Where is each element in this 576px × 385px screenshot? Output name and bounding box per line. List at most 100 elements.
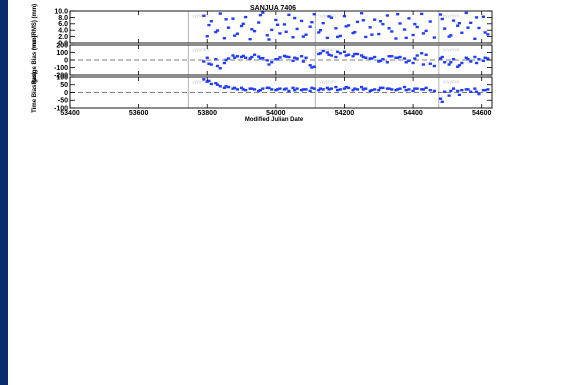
data-point bbox=[373, 18, 377, 21]
data-point bbox=[270, 61, 274, 64]
data-point bbox=[317, 31, 321, 34]
data-point bbox=[486, 88, 490, 91]
data-point bbox=[334, 55, 338, 59]
data-point bbox=[394, 56, 398, 59]
data-point bbox=[368, 26, 372, 29]
data-point bbox=[265, 59, 269, 62]
data-point bbox=[209, 20, 213, 23]
data-point bbox=[404, 88, 408, 92]
y-tick-label: -100 bbox=[54, 105, 68, 112]
station-change-label: yyyymm bbox=[319, 79, 336, 84]
data-point bbox=[261, 11, 265, 14]
data-point bbox=[248, 57, 252, 60]
data-point bbox=[407, 59, 411, 62]
data-point bbox=[413, 57, 417, 60]
data-point bbox=[447, 35, 451, 38]
data-point bbox=[299, 88, 304, 92]
x-tick-label: 54200 bbox=[335, 110, 355, 117]
data-point bbox=[287, 55, 291, 59]
data-point bbox=[378, 20, 383, 23]
data-point bbox=[312, 87, 316, 90]
data-point bbox=[378, 86, 383, 90]
data-point bbox=[421, 88, 425, 91]
data-point bbox=[317, 52, 321, 56]
data-point bbox=[424, 53, 428, 56]
data-point bbox=[293, 56, 297, 59]
data-point bbox=[205, 35, 209, 38]
data-point bbox=[420, 52, 424, 55]
data-point bbox=[293, 16, 297, 20]
data-point bbox=[440, 17, 444, 21]
data-point bbox=[456, 89, 460, 93]
data-point bbox=[308, 89, 312, 93]
data-point bbox=[222, 61, 226, 65]
data-point bbox=[447, 94, 451, 97]
data-point bbox=[267, 38, 271, 41]
data-point bbox=[226, 57, 231, 60]
data-point bbox=[355, 20, 360, 24]
data-point bbox=[368, 89, 372, 93]
data-point bbox=[481, 59, 486, 62]
data-point bbox=[318, 87, 323, 90]
data-point bbox=[421, 32, 425, 35]
y-tick-label: 8.0 bbox=[58, 15, 68, 22]
data-point bbox=[282, 54, 287, 58]
data-point bbox=[415, 54, 419, 57]
data-point bbox=[373, 88, 377, 91]
panels-group: yyyymm yyyymm yyyymm 0.02.04.06.08.010.0 rms… bbox=[32, 4, 493, 117]
data-point bbox=[398, 55, 402, 59]
y-tick-label: 0.0 bbox=[58, 40, 68, 47]
data-point bbox=[370, 57, 374, 60]
x-tick-label: 53400 bbox=[60, 110, 80, 117]
data-point bbox=[244, 56, 248, 59]
data-point bbox=[381, 86, 385, 90]
data-point bbox=[402, 57, 407, 60]
data-point bbox=[481, 88, 486, 92]
data-point bbox=[321, 49, 325, 53]
data-point bbox=[477, 92, 481, 96]
data-point bbox=[460, 88, 464, 92]
data-point bbox=[248, 37, 252, 41]
data-point bbox=[338, 34, 342, 38]
data-point bbox=[257, 21, 261, 24]
data-point bbox=[381, 22, 385, 26]
data-point bbox=[469, 60, 473, 63]
data-point bbox=[282, 88, 287, 91]
data-point bbox=[278, 32, 282, 35]
data-point bbox=[360, 54, 364, 57]
data-point bbox=[257, 55, 261, 58]
rms-panel: yyyymm yyyymm yyyymm 0.02.04.06.08.010.0 rms… bbox=[32, 4, 493, 50]
data-point bbox=[469, 90, 473, 93]
data-point bbox=[233, 86, 237, 90]
data-point bbox=[373, 55, 377, 59]
data-point bbox=[443, 27, 447, 30]
data-point bbox=[205, 80, 209, 83]
data-point bbox=[239, 86, 244, 90]
y-axis-label: Time Bias (µs) bbox=[32, 72, 38, 113]
data-point bbox=[282, 23, 287, 26]
data-point bbox=[222, 37, 226, 40]
data-point bbox=[477, 58, 481, 61]
data-point bbox=[438, 97, 443, 100]
data-point bbox=[327, 15, 331, 18]
data-point bbox=[224, 18, 228, 21]
data-point bbox=[299, 55, 304, 58]
data-point bbox=[420, 12, 424, 16]
x-tick-label: 54000 bbox=[266, 110, 286, 117]
data-point bbox=[265, 86, 269, 90]
data-point bbox=[351, 55, 355, 58]
data-point bbox=[469, 21, 473, 25]
data-point bbox=[396, 88, 400, 91]
data-point bbox=[278, 56, 282, 59]
data-point bbox=[291, 86, 295, 90]
data-point bbox=[486, 57, 490, 60]
data-point bbox=[474, 61, 479, 65]
data-point bbox=[214, 82, 218, 85]
data-point bbox=[394, 88, 398, 92]
y-tick-label: 50 bbox=[60, 82, 68, 89]
data-point bbox=[224, 58, 228, 62]
data-point bbox=[483, 88, 487, 92]
data-point bbox=[394, 37, 398, 40]
data-point bbox=[432, 89, 436, 93]
